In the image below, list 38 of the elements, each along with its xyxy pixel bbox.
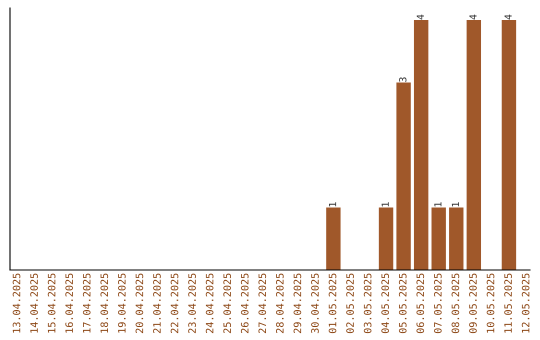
x-tick-label: 30.04.2025	[311, 274, 319, 334]
x-tick-label: 19.04.2025	[118, 274, 126, 333]
x-tick-label: 29.04.2025	[294, 274, 302, 334]
data-label: 1	[382, 202, 389, 206]
x-tick-label: 26.04.2025	[240, 274, 249, 334]
x-tick-label: 23.04.2025	[188, 274, 196, 334]
x-tick-label: 18.04.2025	[100, 274, 108, 333]
x-tick-label: 05.05.2025	[398, 274, 407, 334]
x-tick-label: 14.04.2025	[30, 274, 38, 333]
data-label: 4	[504, 14, 512, 20]
x-tick-label: 07.05.2025	[434, 274, 442, 334]
data-label: 3	[399, 77, 406, 82]
x-tick-label: 02.05.2025	[346, 274, 354, 334]
x-tick-label: 28.04.2025	[276, 274, 284, 334]
x-tick-label: 12.05.2025	[522, 274, 530, 333]
x-tick-label: 09.05.2025	[469, 274, 477, 334]
x-tick-label: 06.05.2025	[416, 274, 424, 334]
x-tick-label: 10.05.2025	[486, 274, 494, 333]
x-tick-label: 25.04.2025	[223, 274, 232, 334]
x-tick-label: 03.05.2025	[364, 274, 372, 334]
data-label: 1	[452, 202, 459, 206]
x-tick-label: 01.05.2025	[328, 274, 336, 334]
x-tick-label: 16.04.2025	[65, 274, 74, 333]
data-label: 1	[328, 202, 336, 206]
x-tick-label: 17.04.2025	[82, 274, 91, 333]
x-tick-label: 04.05.2025	[381, 274, 390, 334]
data-label: 4	[416, 14, 424, 20]
data-label: 1	[434, 202, 442, 206]
x-tick-label: 15.04.2025	[48, 274, 56, 333]
x-tick-label: 22.04.2025	[170, 274, 178, 334]
data-label: 4	[469, 14, 477, 20]
x-tick-label: 08.05.2025	[452, 274, 460, 334]
x-tick-label: 21.04.2025	[153, 274, 161, 334]
x-tick-label: 24.04.2025	[206, 274, 214, 334]
x-tick-label: 20.04.2025	[136, 274, 144, 334]
x-tick-label: 13.04.2025	[12, 274, 20, 333]
x-tick-label: 27.04.2025	[258, 274, 266, 334]
x-tick-label: 11.05.2025	[504, 274, 512, 333]
